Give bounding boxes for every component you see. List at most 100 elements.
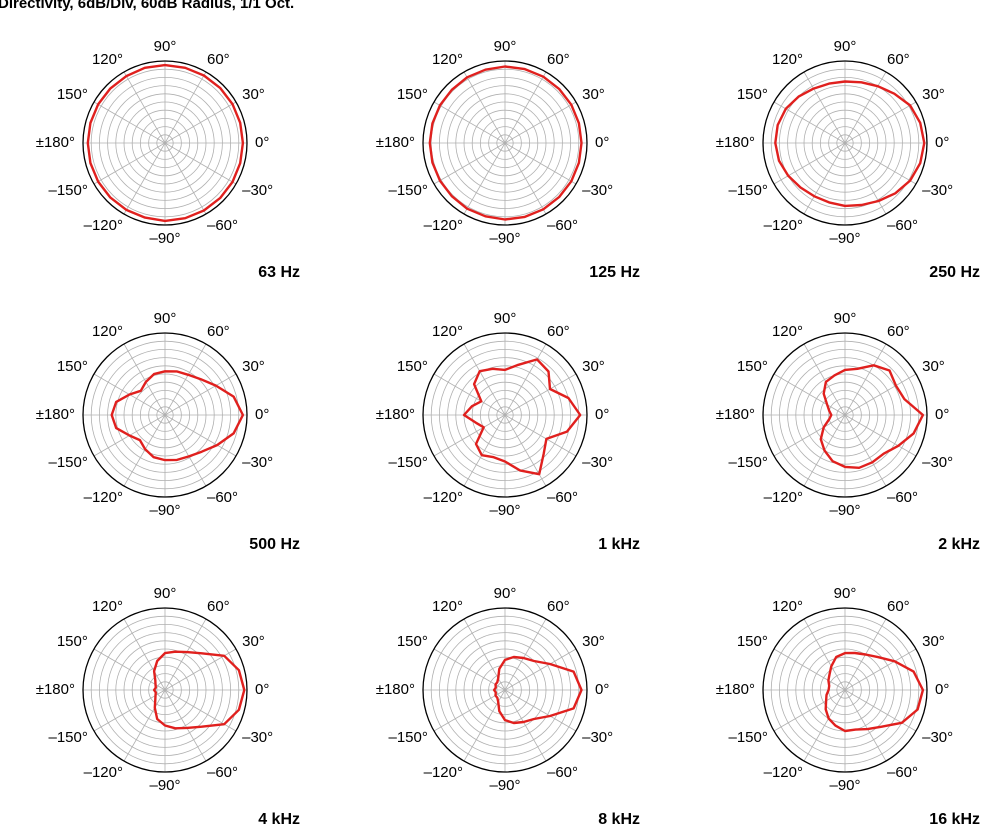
- angle-label: –30°: [242, 454, 273, 471]
- outer-ring: [762, 332, 928, 498]
- angle-label: –30°: [922, 454, 953, 471]
- grid-ring: [795, 365, 895, 465]
- grid-ring: [139, 389, 190, 440]
- grid-ring: [779, 348, 912, 481]
- angle-label: 120°: [772, 51, 803, 68]
- grid-ring: [99, 77, 231, 209]
- grid-ring: [770, 340, 920, 490]
- polar-chart: 0° 30° 60° 90° 120° 150° ±180° –150° –120° –90° –6…: [376, 38, 640, 281]
- angle-label: 60°: [547, 598, 570, 615]
- grid-ring: [156, 406, 174, 424]
- outer-ring: [422, 332, 588, 498]
- grid-ring: [779, 77, 912, 209]
- angle-label: –30°: [922, 729, 953, 746]
- angle-label: 30°: [242, 358, 265, 375]
- angle-label: –90°: [829, 777, 860, 794]
- angle-label: 30°: [582, 633, 605, 650]
- grid-ring: [148, 398, 182, 432]
- angle-label: 150°: [737, 358, 768, 375]
- angle-label: ±180°: [36, 681, 75, 698]
- outer-ring: [82, 60, 248, 226]
- grid-ring: [479, 389, 530, 440]
- angle-label: –150°: [48, 729, 87, 746]
- angle-label: 0°: [255, 134, 269, 151]
- angle-label: –120°: [424, 217, 463, 234]
- angle-label: –30°: [242, 182, 273, 199]
- grid-ring: [107, 632, 223, 748]
- grid-ring: [139, 118, 190, 169]
- grid-ring: [811, 381, 879, 449]
- angle-label: –30°: [922, 182, 953, 199]
- grid-ring: [811, 656, 879, 724]
- angle-label: 120°: [92, 598, 123, 615]
- angle-label: 90°: [834, 585, 857, 602]
- grid-ring: [115, 640, 215, 740]
- grid-ring: [447, 632, 563, 748]
- grid-ring: [828, 398, 862, 432]
- angle-label: 90°: [154, 38, 177, 55]
- angle-label: 150°: [57, 633, 88, 650]
- angle-label: –150°: [388, 454, 427, 471]
- directivity-curve: [492, 655, 583, 725]
- directivity-curve: [110, 370, 245, 462]
- grid-ring: [836, 134, 854, 152]
- angle-label: 60°: [887, 598, 910, 615]
- angle-label: 0°: [255, 406, 269, 423]
- angle-label: –60°: [207, 489, 238, 506]
- directivity-curve: [824, 651, 925, 733]
- grid-ring: [148, 126, 182, 160]
- outer-ring: [82, 332, 248, 498]
- angle-label: 60°: [207, 598, 230, 615]
- angle-label: –60°: [887, 489, 918, 506]
- angle-label: 150°: [737, 86, 768, 103]
- angle-label: –30°: [582, 182, 613, 199]
- angle-label: 0°: [595, 134, 609, 151]
- grid-ring: [496, 134, 514, 152]
- grid-ring: [131, 381, 199, 449]
- angle-label: 30°: [582, 86, 605, 103]
- angle-label: 150°: [57, 358, 88, 375]
- angle-label: 30°: [922, 358, 945, 375]
- polar-chart: 0° 30° 60° 90° 120° 150° ±180° –150° –120° –90° –6…: [36, 38, 300, 281]
- angle-label: 90°: [494, 310, 517, 327]
- angle-label: 90°: [494, 585, 517, 602]
- frequency-label: 4 kHz: [258, 811, 300, 828]
- grid-ring: [455, 365, 555, 465]
- grid-ring: [99, 624, 231, 757]
- angle-label: –120°: [424, 764, 463, 781]
- angle-label: 120°: [772, 598, 803, 615]
- angle-label: 150°: [57, 86, 88, 103]
- polar-chart: 0° 30° 60° 90° 120° 150° ±180° –150° –120° –90° –6…: [376, 310, 640, 553]
- grid-ring: [438, 624, 571, 757]
- grid-ring: [99, 348, 231, 481]
- grid-ring: [479, 665, 530, 716]
- angle-label: –90°: [149, 230, 180, 247]
- grid-ring: [455, 93, 555, 193]
- grid-ring: [828, 126, 862, 160]
- grid-ring: [471, 656, 539, 724]
- grid-ring: [438, 348, 571, 481]
- grid-ring: [107, 357, 223, 473]
- angle-label: 60°: [887, 51, 910, 68]
- grid-ring: [115, 365, 215, 465]
- angle-label: 0°: [255, 681, 269, 698]
- angle-label: –60°: [207, 764, 238, 781]
- angle-label: 90°: [834, 310, 857, 327]
- directivity-curve: [86, 63, 245, 223]
- grid-ring: [156, 681, 174, 699]
- grid-ring: [463, 101, 547, 185]
- outer-ring: [422, 60, 588, 226]
- polar-chart: 0° 30° 60° 90° 120° 150° ±180° –150° –120° –90° –6…: [716, 310, 980, 553]
- polar-chart: 0° 30° 60° 90° 120° 150° ±180° –150° –120° –90° –6…: [716, 585, 980, 828]
- angle-label: 120°: [432, 51, 463, 68]
- angle-label: 120°: [772, 323, 803, 340]
- angle-label: 150°: [397, 358, 428, 375]
- angle-label: –90°: [829, 502, 860, 519]
- grid-ring: [820, 665, 871, 716]
- frequency-label: 2 kHz: [938, 536, 980, 553]
- grid-ring: [139, 665, 190, 716]
- angle-label: 150°: [397, 633, 428, 650]
- frequency-label: 500 Hz: [249, 536, 300, 553]
- angle-label: 0°: [935, 681, 949, 698]
